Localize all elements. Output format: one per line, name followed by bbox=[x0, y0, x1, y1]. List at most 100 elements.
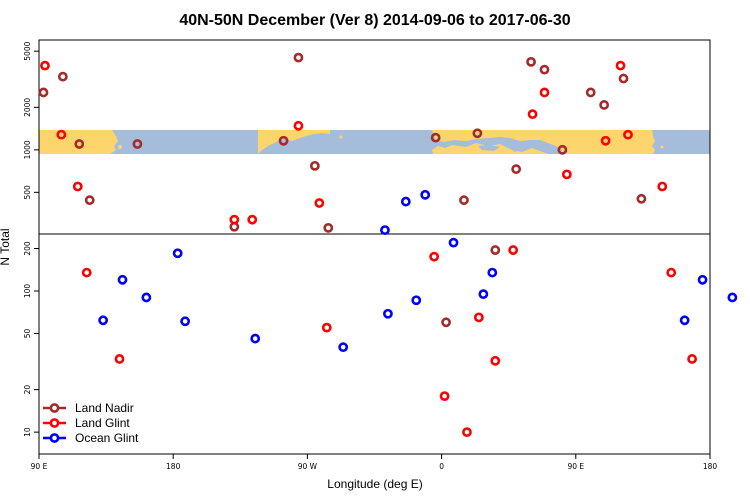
land-glint-point bbox=[657, 181, 668, 192]
land-glint-point bbox=[687, 354, 698, 364]
map-land-caspian bbox=[512, 143, 520, 152]
land-glint-point bbox=[508, 245, 519, 255]
map-island-3 bbox=[518, 134, 522, 138]
ocean-glint-point bbox=[487, 267, 498, 278]
ocean-glint-point bbox=[383, 308, 393, 319]
land-nadir-point bbox=[539, 64, 550, 75]
legend-label-ocean-glint: Ocean Glint bbox=[75, 431, 139, 445]
land-glint-point bbox=[81, 267, 92, 278]
land-nadir-point bbox=[57, 71, 68, 82]
ocean-glint-point bbox=[448, 237, 459, 248]
land-nadir-point bbox=[636, 193, 647, 204]
y-tick-label: 2000 bbox=[23, 98, 32, 117]
y-tick-label: 10 bbox=[23, 427, 32, 437]
ocean-glint-point bbox=[338, 342, 349, 353]
y-axis: 10 20 50 100 200 500 1000 2000 5000 bbox=[23, 41, 39, 437]
ocean-glint-point bbox=[420, 189, 431, 200]
y-tick-label: 100 bbox=[23, 284, 32, 299]
ocean-glint-point bbox=[250, 333, 261, 344]
land-glint-point bbox=[490, 355, 501, 366]
map-land-north-america bbox=[258, 130, 330, 154]
plot-frame bbox=[38, 39, 711, 455]
land-glint-point bbox=[293, 120, 304, 131]
map-land-great-lakes bbox=[296, 138, 310, 144]
land-glint-point bbox=[429, 251, 440, 262]
map-island-2 bbox=[339, 135, 343, 139]
ocean-glint-point bbox=[98, 315, 109, 326]
land-nadir-point bbox=[84, 195, 95, 206]
ocean-glint-point bbox=[478, 289, 489, 300]
land-nadir-point bbox=[557, 144, 568, 155]
land-glint-point bbox=[539, 87, 550, 98]
land-nadir-point bbox=[618, 73, 629, 84]
land-glint-point bbox=[114, 354, 125, 364]
map-island-4 bbox=[660, 145, 664, 149]
ocean-glint-point bbox=[180, 316, 191, 327]
x-tick-label: 90 E bbox=[567, 462, 584, 471]
legend-marker-land-glint bbox=[49, 418, 60, 428]
y-axis-label: N Total bbox=[0, 228, 12, 265]
land-nadir-point bbox=[599, 100, 610, 110]
ocean-glint-point bbox=[697, 274, 708, 285]
ocean-glint-point bbox=[727, 292, 738, 303]
map-land-black-sea bbox=[478, 145, 500, 151]
land-nadir-point bbox=[459, 195, 469, 206]
land-nadir-point bbox=[511, 164, 522, 175]
land-glint-point bbox=[247, 214, 258, 225]
legend-marker-land-nadir bbox=[49, 403, 60, 413]
land-glint-point bbox=[600, 135, 611, 146]
land-glint-point bbox=[72, 181, 83, 192]
legend-label-land-glint: Land Glint bbox=[75, 416, 130, 430]
land-nadir-point bbox=[309, 160, 320, 171]
ocean-glint-point bbox=[141, 292, 152, 303]
y-tick-label: 1000 bbox=[23, 140, 32, 159]
land-nadir-point bbox=[441, 317, 451, 328]
land-glint-point bbox=[615, 60, 626, 71]
y-tick-label: 20 bbox=[23, 385, 32, 395]
land-glint-point bbox=[527, 109, 538, 120]
ocean-glint-point bbox=[380, 225, 390, 235]
land-nadir-point bbox=[38, 87, 49, 98]
land-nadir-point bbox=[278, 135, 289, 146]
land-glint-point bbox=[40, 60, 50, 71]
x-axis: 90 E 180 90 W 0 90 E 180 bbox=[31, 454, 718, 471]
ocean-glint-point bbox=[400, 196, 411, 207]
land-glint-point bbox=[623, 129, 633, 140]
x-tick-label: 180 bbox=[166, 462, 181, 471]
land-nadir-point bbox=[472, 128, 483, 139]
y-tick-label: 5000 bbox=[23, 41, 32, 60]
land-glint-point bbox=[473, 312, 484, 323]
land-nadir-point bbox=[490, 245, 501, 255]
map-land-asia-west bbox=[39, 130, 118, 154]
x-tick-label: 0 bbox=[439, 462, 444, 471]
land-glint-point bbox=[314, 198, 325, 208]
ocean-glint-point bbox=[172, 248, 183, 259]
land-glint-point bbox=[229, 214, 240, 225]
data-points bbox=[38, 52, 738, 438]
land-glint-point bbox=[561, 169, 572, 180]
y-tick-label: 200 bbox=[23, 241, 32, 256]
world-map-strip bbox=[39, 130, 710, 154]
x-tick-label: 90 E bbox=[31, 462, 48, 471]
y-tick-label: 500 bbox=[23, 185, 32, 200]
land-glint-point bbox=[666, 267, 677, 278]
map-island-1 bbox=[118, 145, 122, 149]
land-nadir-point bbox=[526, 56, 536, 67]
land-nadir-point bbox=[132, 139, 143, 149]
y-tick-label: 50 bbox=[23, 328, 32, 338]
x-tick-label: 180 bbox=[703, 462, 718, 471]
land-nadir-point bbox=[323, 222, 334, 233]
ocean-glint-point bbox=[679, 315, 690, 326]
land-nadir-point bbox=[74, 139, 85, 149]
legend-label-land-nadir: Land Nadir bbox=[75, 401, 134, 415]
x-axis-label: Longitude (deg E) bbox=[327, 477, 422, 491]
x-tick-label: 90 W bbox=[298, 462, 318, 471]
land-glint-point bbox=[462, 427, 472, 438]
legend-marker-ocean-glint bbox=[49, 433, 60, 443]
land-nadir-point bbox=[293, 52, 304, 63]
land-glint-point bbox=[439, 391, 450, 402]
land-glint-point bbox=[321, 322, 332, 333]
land-nadir-point bbox=[430, 132, 441, 143]
